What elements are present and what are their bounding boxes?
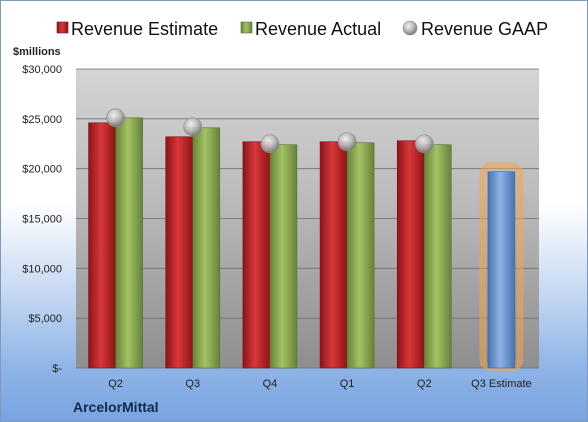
y-tick-label: $5,000: [28, 313, 62, 325]
y-tick-label: $30,000: [22, 64, 62, 76]
x-tick-label: Q4: [263, 378, 278, 390]
bar-estimate-projected: [487, 171, 516, 369]
x-tick-label: Q2: [108, 378, 123, 390]
gaap-marker: [183, 117, 203, 137]
bar-actual: [115, 117, 143, 369]
legend-label-actual: Revenue Actual: [255, 19, 381, 39]
gridlines: [76, 68, 539, 369]
x-axis: Q2 Q3 Q4 Q1 Q2 Q3 Estimate: [108, 378, 531, 390]
y-tick-label: $10,000: [22, 263, 62, 275]
legend-label-gaap: Revenue GAAP: [421, 19, 548, 39]
y-unit-label: $millions: [13, 46, 61, 58]
x-tick-label: Q1: [340, 378, 355, 390]
gaap-marker: [260, 134, 280, 154]
y-tick-label: $15,000: [22, 214, 62, 226]
bar-actual: [269, 144, 298, 369]
legend-swatch-estimate: [56, 21, 69, 34]
bar-actual: [423, 144, 452, 369]
legend: Revenue Estimate Revenue Actual Revenue …: [56, 19, 548, 39]
y-tick-label: $25,000: [22, 114, 62, 126]
bar-actual: [346, 142, 375, 369]
legend-swatch-actual: [240, 21, 253, 34]
legend-label-estimate: Revenue Estimate: [71, 19, 218, 39]
y-tick-label: $20,000: [22, 164, 62, 176]
gaap-marker: [337, 132, 357, 152]
y-axis: $- $5,000 $10,000 $15,000 $20,000 $25,000 $30,…: [22, 64, 62, 375]
x-tick-label: Q3: [185, 378, 200, 390]
bar-estimate: [88, 122, 116, 369]
company-name: ArcelorMittal: [73, 399, 159, 415]
x-tick-label: Q2: [417, 378, 432, 390]
gaap-marker: [106, 108, 125, 128]
bar-estimate: [242, 141, 271, 369]
legend-swatch-gaap: [402, 20, 418, 36]
legend-item-gaap: Revenue GAAP: [402, 19, 548, 39]
legend-item-actual: Revenue Actual: [240, 19, 381, 39]
bars: [88, 117, 524, 372]
y-tick-label: $-: [52, 363, 62, 375]
bar-estimate: [165, 136, 194, 369]
gaap-markers: [106, 108, 434, 154]
gaap-marker: [414, 134, 434, 154]
x-tick-label: Q3 Estimate: [471, 378, 532, 390]
bar-estimate: [396, 140, 425, 369]
bar-actual: [192, 127, 221, 369]
bar-estimate: [319, 141, 348, 369]
legend-item-estimate: Revenue Estimate: [56, 19, 218, 39]
